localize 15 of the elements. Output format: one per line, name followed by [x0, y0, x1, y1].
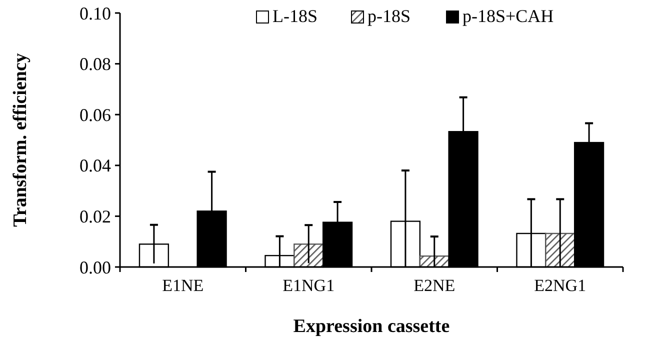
x-axis-title: Expression cassette — [293, 316, 450, 337]
y-tick-label: 0.06 — [80, 104, 111, 125]
legend-label: L-18S — [272, 6, 318, 26]
legend-label: p-18S — [368, 6, 411, 26]
y-axis-title: Transform. efficiency — [10, 52, 31, 227]
y-tick-label: 0.00 — [80, 257, 111, 278]
x-tick-label: E2NG1 — [534, 276, 586, 295]
y-tick-label: 0.04 — [80, 156, 111, 176]
legend-label: p-18S+CAH — [462, 6, 554, 26]
y-tick-label: 0.08 — [80, 54, 111, 74]
y-tick-label: 0.02 — [80, 206, 111, 226]
y-tick-label: 0.10 — [80, 3, 111, 24]
x-tick-label: E2NE — [414, 276, 456, 295]
x-tick-label: E1NG1 — [282, 276, 335, 295]
x-tick-label: E1NE — [162, 276, 204, 295]
